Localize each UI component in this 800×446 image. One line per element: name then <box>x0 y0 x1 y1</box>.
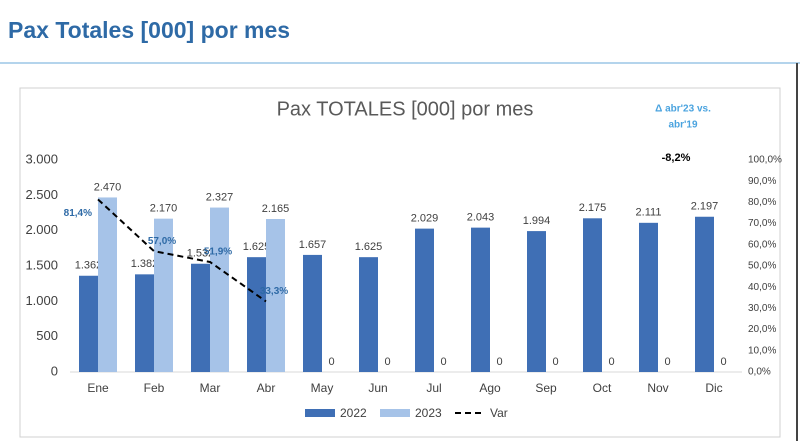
chart-title: Pax TOTALES [000] por mes <box>277 98 534 120</box>
y2-tick-label: 70,0% <box>748 218 776 229</box>
x-tick-label: Dic <box>705 381 722 395</box>
annotation: -8,2% <box>662 152 691 164</box>
line-label: 51,9% <box>204 247 232 258</box>
annotation: abr'19 <box>668 120 698 131</box>
y2-tick-label: 40,0% <box>748 282 776 293</box>
data-label: 0 <box>552 356 558 368</box>
bar <box>303 254 322 372</box>
data-label: 2.111 <box>636 207 662 219</box>
bar <box>527 231 546 372</box>
bar <box>415 228 434 372</box>
y2-tick-label: 0,0% <box>748 367 771 378</box>
x-tick-label: Mar <box>200 381 221 395</box>
legend-label: Var <box>490 406 508 420</box>
data-label: 2.029 <box>411 213 439 225</box>
y2-tick-label: 100,0% <box>748 155 782 166</box>
data-label: 1.625 <box>243 241 271 253</box>
data-label: 0 <box>664 356 670 368</box>
legend-label: 2023 <box>415 406 442 420</box>
bar <box>191 263 210 372</box>
x-tick-label: Oct <box>593 381 612 395</box>
x-tick-label: Jul <box>426 381 441 395</box>
line-label: 57,0% <box>148 236 176 247</box>
y-tick-label: 2.000 <box>25 222 58 237</box>
y2-tick-label: 60,0% <box>748 239 776 250</box>
x-tick-label: Jun <box>368 381 387 395</box>
data-label: 0 <box>720 356 726 368</box>
y-tick-label: 1.500 <box>25 257 58 272</box>
page-title: Pax Totales [000] por mes <box>8 17 290 43</box>
x-tick-label: Nov <box>647 381 668 395</box>
x-tick-label: May <box>311 381 334 395</box>
bar <box>98 197 117 372</box>
data-label: 0 <box>440 356 446 368</box>
data-label: 1.532 <box>187 248 215 260</box>
annotation: Δ abr'23 vs. <box>655 104 711 115</box>
data-label: 0 <box>384 356 390 368</box>
bar <box>79 275 98 372</box>
y-tick-label: 1.000 <box>25 293 58 308</box>
data-label: 2.165 <box>262 203 290 215</box>
y-tick-label: 500 <box>36 328 58 343</box>
legend-label: 2022 <box>340 406 367 420</box>
bar <box>135 274 154 372</box>
bar <box>695 216 714 372</box>
data-label: 1.994 <box>523 215 551 227</box>
data-label: 2.327 <box>206 191 234 203</box>
y2-tick-label: 50,0% <box>748 261 776 272</box>
data-label: 0 <box>496 356 502 368</box>
y-tick-label: 0 <box>51 363 58 378</box>
bar <box>639 222 658 372</box>
bar <box>247 257 266 372</box>
bar <box>583 218 602 372</box>
line-label: 81,4% <box>64 208 92 219</box>
data-label: 1.362 <box>75 260 103 272</box>
bar <box>210 207 229 372</box>
bar <box>266 219 285 372</box>
x-tick-label: Sep <box>535 381 557 395</box>
y2-tick-label: 30,0% <box>748 303 776 314</box>
bar <box>471 227 490 372</box>
data-label: 2.197 <box>691 201 719 213</box>
x-tick-label: Abr <box>257 381 276 395</box>
data-label: 1.625 <box>355 241 383 253</box>
data-label: 2.043 <box>467 212 495 224</box>
var-line <box>97 198 267 303</box>
y2-tick-label: 10,0% <box>748 345 776 356</box>
data-label: 2.170 <box>150 203 178 215</box>
y-tick-label: 2.500 <box>25 187 58 202</box>
legend-swatch <box>305 409 335 417</box>
legend-swatch <box>380 409 410 417</box>
y-tick-label: 3.000 <box>25 151 58 166</box>
bar <box>359 257 378 372</box>
y2-tick-label: 90,0% <box>748 176 776 187</box>
x-tick-label: Ago <box>479 381 501 395</box>
data-label: 1.657 <box>299 239 327 251</box>
data-label: 0 <box>328 356 334 368</box>
y2-tick-label: 20,0% <box>748 324 776 335</box>
x-tick-label: Ene <box>87 381 109 395</box>
line-label: 33,3% <box>260 286 288 297</box>
bar <box>154 218 173 372</box>
data-label: 0 <box>608 356 614 368</box>
y2-tick-label: 80,0% <box>748 197 776 208</box>
data-label: 1.382 <box>131 258 159 270</box>
x-tick-label: Feb <box>144 381 165 395</box>
data-label: 2.175 <box>579 202 607 214</box>
data-label: 2.470 <box>94 181 122 193</box>
